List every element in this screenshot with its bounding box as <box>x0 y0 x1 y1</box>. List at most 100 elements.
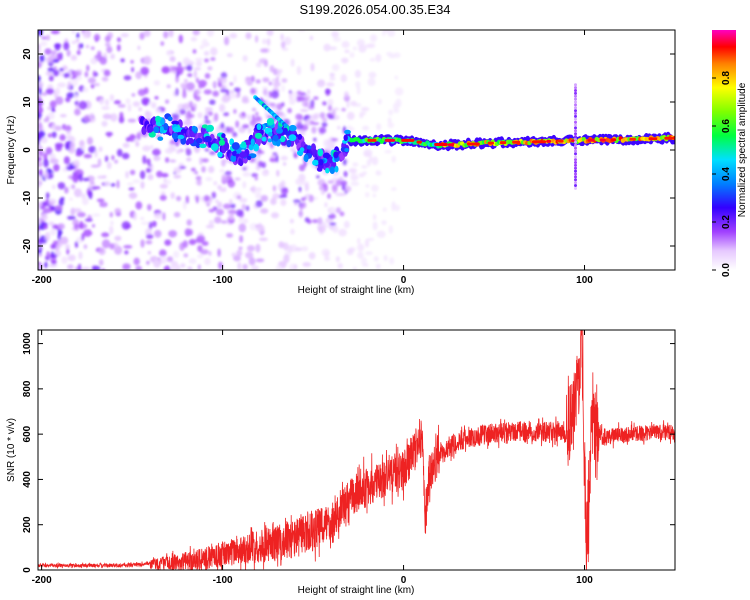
noise-blob <box>365 251 373 255</box>
noise-blob <box>350 181 360 187</box>
noise-blob <box>71 40 77 45</box>
noise-blob <box>91 186 101 190</box>
track-blob <box>191 125 197 132</box>
noise-blob <box>67 264 74 270</box>
noise-blob <box>210 57 216 61</box>
noise-blob <box>173 211 181 218</box>
noise-blob <box>261 161 266 169</box>
noise-blob <box>113 100 121 105</box>
noise-blob <box>38 156 42 162</box>
spike-blob <box>574 149 577 153</box>
noise-blob <box>370 34 377 43</box>
noise-blob <box>220 77 227 84</box>
colorbar-tick-label: 0.2 <box>721 215 732 229</box>
noise-blob <box>327 193 331 200</box>
noise-blob <box>99 56 107 65</box>
track-hot-segment <box>587 138 595 142</box>
noise-blob <box>308 194 315 203</box>
noise-blob <box>241 98 250 104</box>
noise-blob <box>111 155 115 161</box>
spike-blob <box>574 97 577 101</box>
noise-blob <box>329 77 336 81</box>
noise-blob <box>302 262 312 267</box>
track-blob <box>221 133 226 139</box>
track-blob <box>163 123 169 131</box>
noise-blob <box>254 176 258 181</box>
noise-blob <box>51 123 56 131</box>
noise-blob <box>204 107 213 112</box>
noise-blob <box>290 58 295 67</box>
noise-blob <box>161 173 169 178</box>
noise-blob <box>323 184 328 192</box>
noise-blob <box>180 84 189 89</box>
noise-blob <box>197 112 203 119</box>
track-blob <box>177 134 185 140</box>
noise-blob <box>388 109 393 116</box>
noise-blob <box>67 254 76 262</box>
noise-blob <box>215 199 219 204</box>
snr-frame <box>37 329 676 571</box>
track-blob <box>312 159 319 166</box>
noise-blob <box>288 90 293 95</box>
noise-blob <box>244 76 252 83</box>
noise-blob <box>109 211 114 218</box>
noise-blob <box>239 197 248 203</box>
snr-series-line <box>38 330 675 570</box>
noise-blob <box>104 155 109 163</box>
noise-blob <box>254 116 262 122</box>
noise-blob <box>217 248 221 257</box>
noise-blob <box>163 31 169 39</box>
noise-blob <box>275 69 283 74</box>
noise-blob <box>394 87 404 96</box>
noise-blob <box>242 167 247 171</box>
noise-blob <box>184 228 192 237</box>
track-blob <box>185 140 190 146</box>
noise-blob <box>304 101 308 108</box>
noise-blob <box>294 202 298 206</box>
noise-blob <box>171 113 180 119</box>
noise-blob <box>268 102 276 107</box>
noise-blob <box>175 88 179 96</box>
noise-blob <box>272 185 277 192</box>
noise-blob <box>49 158 59 164</box>
spectrogram-xtick-label: 0 <box>401 275 407 286</box>
noise-blob <box>38 106 44 114</box>
noise-blob <box>110 53 115 60</box>
noise-blob <box>73 71 82 77</box>
noise-blob <box>74 241 79 248</box>
noise-blob <box>153 259 160 268</box>
snr-ytick-label: 0 <box>22 567 33 573</box>
noise-blob <box>214 216 222 224</box>
noise-blob <box>327 180 334 184</box>
noise-blob <box>270 197 277 205</box>
noise-blob <box>242 124 250 129</box>
noise-blob <box>229 90 234 94</box>
noise-blob <box>199 45 204 50</box>
noise-blob <box>124 250 129 255</box>
noise-blob <box>169 65 173 73</box>
noise-blob <box>255 35 259 43</box>
noise-blob <box>329 222 337 226</box>
noise-blob <box>207 66 213 71</box>
noise-blob <box>255 61 262 68</box>
noise-blob <box>136 132 142 141</box>
noise-blob <box>66 247 70 255</box>
noise-blob <box>280 199 287 206</box>
noise-blob <box>220 220 228 224</box>
spike-blob <box>574 140 577 144</box>
noise-blob <box>92 265 101 270</box>
noise-blob <box>47 133 52 138</box>
noise-blob <box>383 255 388 261</box>
noise-blob <box>224 171 232 176</box>
track-blob <box>276 127 283 134</box>
noise-blob <box>333 37 341 42</box>
noise-blob <box>46 251 51 258</box>
noise-blob <box>318 126 327 134</box>
noise-blob <box>138 107 143 112</box>
noise-blob <box>114 208 122 214</box>
noise-blob <box>169 159 177 163</box>
snr-ytick-label: 1000 <box>22 332 33 355</box>
track-blob <box>261 136 267 142</box>
noise-blob <box>289 97 296 105</box>
